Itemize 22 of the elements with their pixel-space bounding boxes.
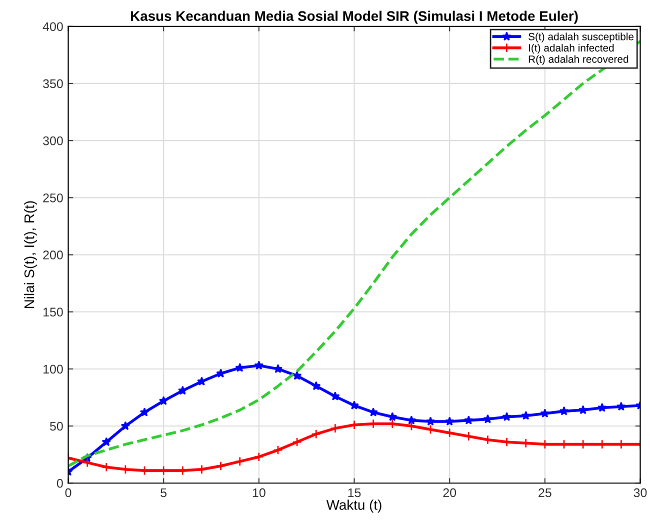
x-tick-label: 30	[634, 488, 647, 498]
chart-title: Kasus Kecanduan Media Sosial Model SIR (Simulasi I Metode Euler)	[130, 10, 578, 24]
y-tick-label: 100	[43, 364, 63, 374]
y-axis-title: Nilai S(t), I(t), R(t)	[24, 201, 37, 308]
legend-label: I(t) adalah infected	[529, 44, 614, 54]
y-tick-label: 250	[43, 193, 63, 202]
legend-label: R(t) adalah recovered	[528, 55, 628, 65]
y-tick-label: 300	[43, 136, 63, 146]
y-tick-label: 350	[43, 79, 63, 88]
x-tick-label: 10	[252, 488, 266, 498]
x-axis-title: Waktu (t)	[326, 500, 382, 513]
y-tick-label: 400	[42, 22, 63, 32]
x-tick-label: 0	[65, 488, 72, 498]
y-tick-label: 50	[50, 422, 63, 431]
x-tick-label: 5	[160, 488, 167, 498]
y-tick-label: 150	[43, 308, 63, 316]
x-tick-label: 25	[538, 488, 552, 498]
y-tick-label: 0	[56, 478, 63, 488]
x-tick-label: 15	[348, 488, 361, 498]
legend-label: S(t) adalah susceptible	[528, 32, 634, 42]
y-tick-label: 200	[43, 250, 63, 260]
x-tick-label: 20	[443, 488, 456, 498]
